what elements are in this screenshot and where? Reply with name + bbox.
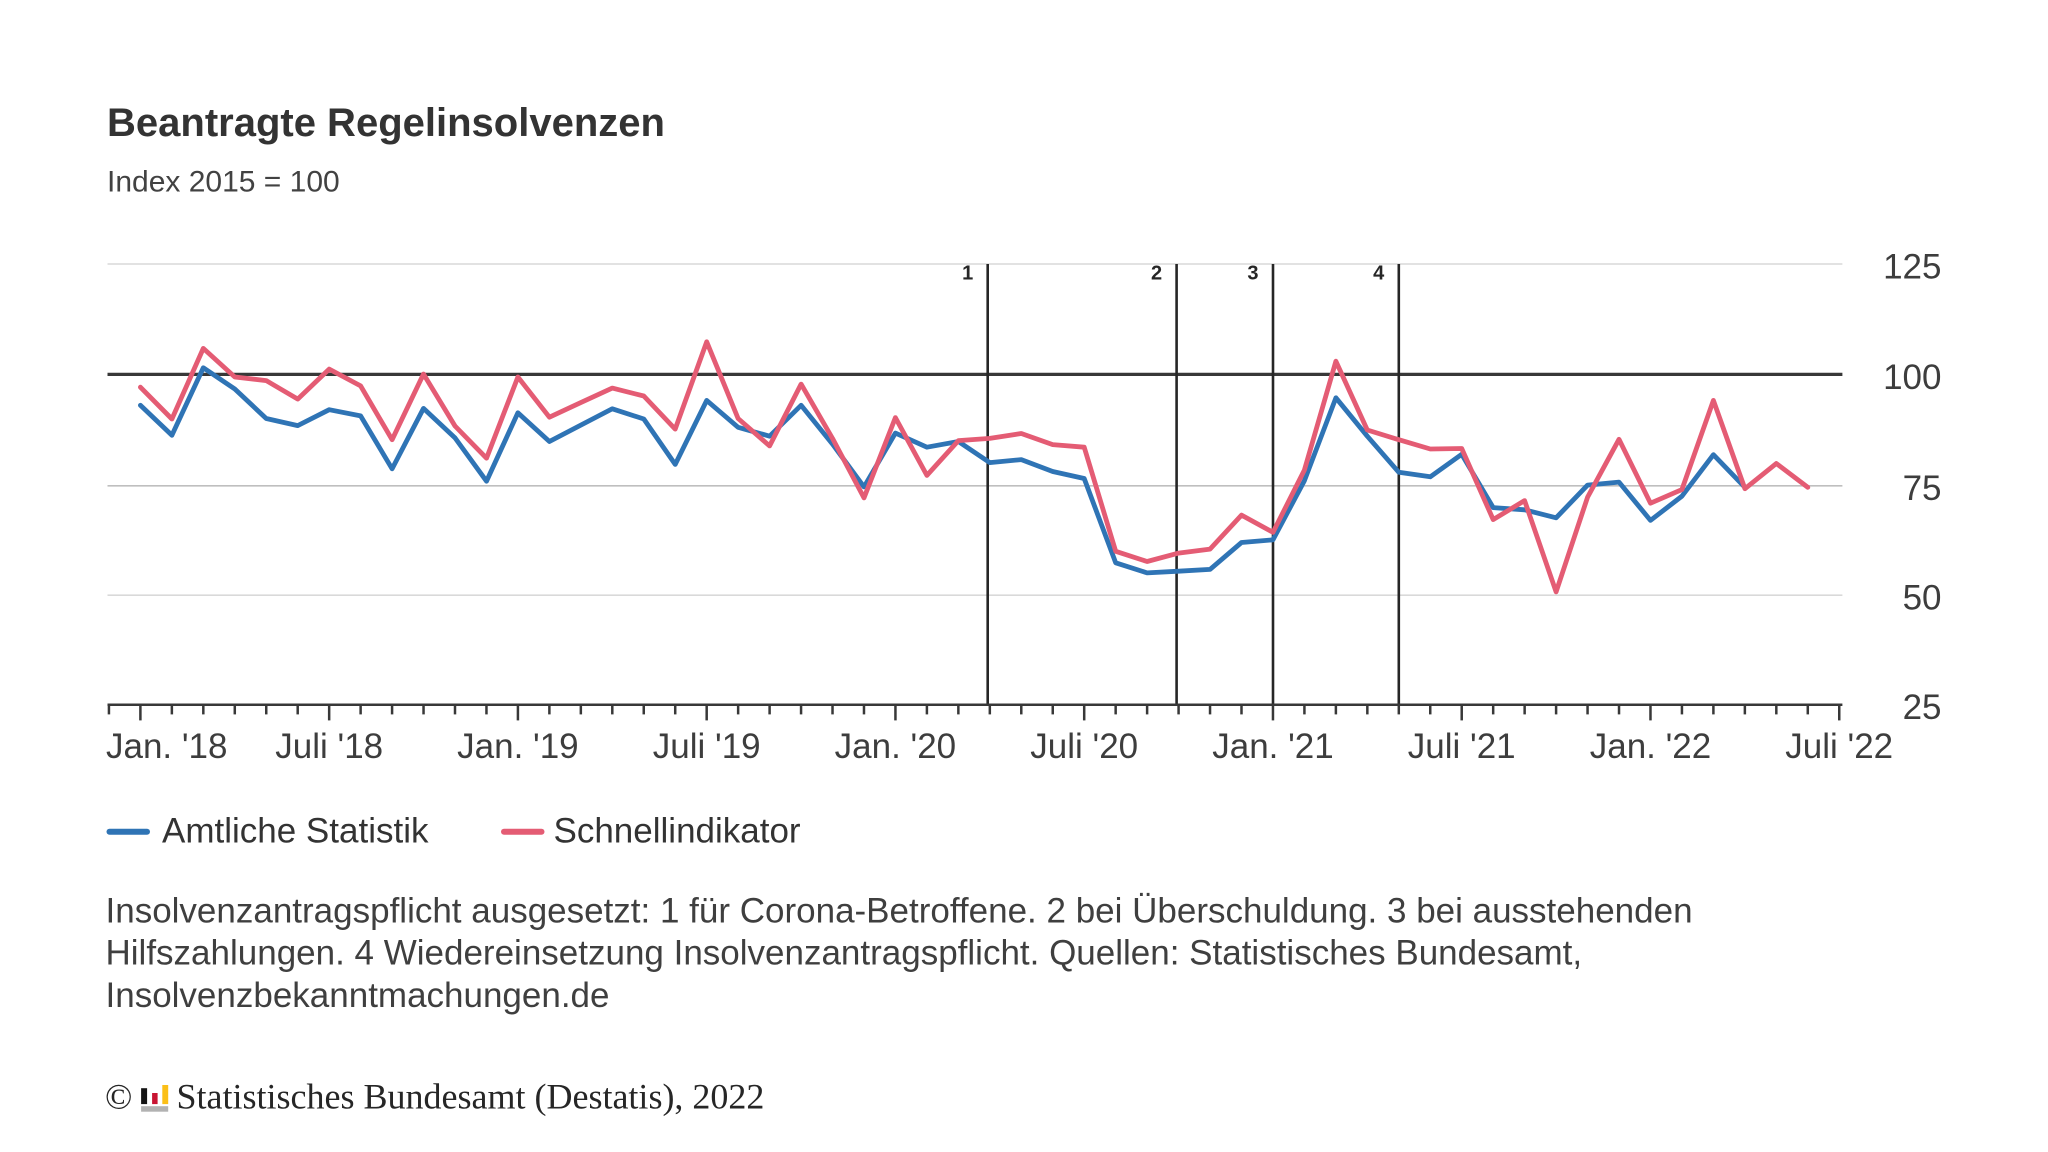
svg-text:125: 125 xyxy=(1883,247,1941,286)
svg-text:Jan. '18: Jan. '18 xyxy=(106,727,228,766)
svg-text:Hilfszahlungen. 4 Wiedereinset: Hilfszahlungen. 4 Wiedereinsetzung Insol… xyxy=(106,934,1583,973)
svg-text:Index 2015 = 100: Index 2015 = 100 xyxy=(107,166,340,199)
svg-text:Juli '20: Juli '20 xyxy=(1030,727,1138,766)
svg-text:4: 4 xyxy=(1373,263,1385,285)
svg-text:75: 75 xyxy=(1903,469,1942,508)
svg-text:50: 50 xyxy=(1903,579,1942,618)
svg-text:Jan. '22: Jan. '22 xyxy=(1590,727,1712,766)
svg-text:Insolvenzbekanntmachungen.de: Insolvenzbekanntmachungen.de xyxy=(106,976,610,1015)
svg-text:Statistisches Bundesamt (Desta: Statistisches Bundesamt (Destatis), 2022 xyxy=(177,1077,765,1117)
svg-text:Jan. '21: Jan. '21 xyxy=(1212,727,1334,766)
svg-text:100: 100 xyxy=(1883,358,1941,397)
svg-text:Juli '18: Juli '18 xyxy=(275,727,383,766)
svg-text:Jan. '19: Jan. '19 xyxy=(457,727,579,766)
svg-text:Schnellindikator: Schnellindikator xyxy=(554,812,801,851)
svg-text:©: © xyxy=(105,1077,132,1117)
svg-text:1: 1 xyxy=(962,263,973,285)
svg-text:3: 3 xyxy=(1247,263,1258,285)
svg-text:Insolvenzantragspflicht ausges: Insolvenzantragspflicht ausgesetzt: 1 fü… xyxy=(106,892,1693,931)
svg-text:Juli '21: Juli '21 xyxy=(1408,727,1516,766)
svg-text:Juli '22: Juli '22 xyxy=(1785,727,1893,766)
svg-text:Jan. '20: Jan. '20 xyxy=(835,727,957,766)
svg-text:Amtliche Statistik: Amtliche Statistik xyxy=(162,812,429,851)
svg-text:Beantragte Regelinsolvenzen: Beantragte Regelinsolvenzen xyxy=(107,101,665,145)
svg-text:Juli '19: Juli '19 xyxy=(653,727,761,766)
svg-text:25: 25 xyxy=(1903,688,1942,727)
svg-text:2: 2 xyxy=(1151,263,1162,285)
